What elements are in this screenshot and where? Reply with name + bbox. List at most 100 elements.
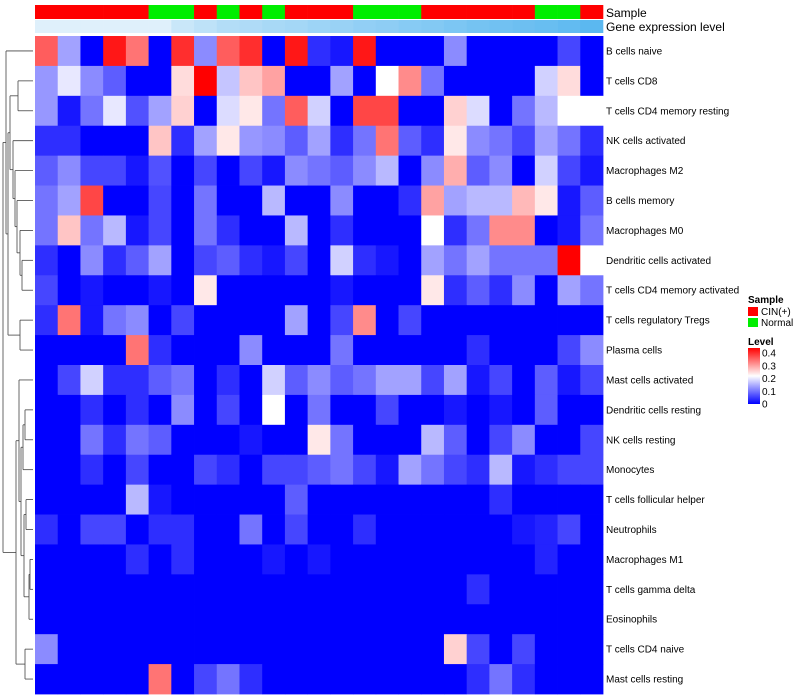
heatmap-cell: [194, 424, 218, 456]
heatmap-cell: [557, 125, 581, 157]
expression-anno-cell: [421, 20, 445, 33]
sample-anno-cell: [580, 5, 604, 19]
heatmap-cell: [443, 185, 468, 216]
heatmap-cell: [239, 275, 263, 306]
heatmap-cell: [375, 574, 399, 605]
heatmap-cell: [466, 634, 490, 665]
heatmap-cell: [125, 454, 149, 486]
heatmap-cell: [307, 65, 331, 97]
heatmap-cell: [35, 305, 59, 336]
heatmap-cell: [375, 125, 399, 157]
heatmap-cell: [375, 454, 399, 486]
heatmap-cell: [466, 574, 490, 605]
heatmap-cell: [57, 394, 81, 426]
heatmap-cell: [330, 245, 354, 276]
heatmap-cell: [80, 185, 104, 216]
heatmap-cell: [353, 574, 377, 605]
row-label: Mast cells resting: [606, 675, 683, 686]
heatmap-cell: [466, 365, 490, 396]
heatmap-cell: [534, 544, 558, 575]
heatmap-cell: [125, 514, 149, 545]
heatmap-cell: [330, 394, 354, 426]
heatmap-cell: [103, 215, 127, 246]
heatmap-cell: [557, 335, 581, 366]
heatmap-cell: [148, 335, 172, 366]
row-label: T cells regulatory Tregs: [606, 316, 710, 327]
heatmap-cell: [534, 365, 558, 396]
heatmap-cell: [262, 36, 286, 67]
row-label: Plasma cells: [606, 346, 662, 357]
heatmap-cell: [239, 125, 263, 157]
heatmap-cell: [239, 36, 263, 67]
heatmap-cell: [216, 424, 240, 456]
heatmap-cell: [580, 394, 604, 426]
heatmap-cell: [353, 394, 377, 426]
heatmap-cell: [421, 245, 445, 276]
heatmap-cell: [330, 664, 354, 695]
expression-anno-cell: [284, 20, 308, 33]
heatmap-cell: [284, 544, 309, 575]
heatmap-cell: [35, 544, 59, 575]
heatmap-cell: [375, 634, 399, 665]
heatmap-cell: [284, 574, 309, 605]
heatmap-cell: [489, 484, 513, 515]
heatmap-cell: [421, 424, 445, 456]
heatmap-cell: [148, 394, 172, 426]
legend: Sample CIN(+)Normal Level 0.40.3 0.2 0.1 0: [748, 295, 793, 411]
heatmap-cell: [512, 574, 536, 605]
heatmap-cell: [443, 424, 468, 456]
legend-swatch: [748, 307, 758, 316]
heatmap-cell: [216, 305, 240, 336]
heatmap-cell: [284, 664, 309, 695]
sample-anno-cell: [421, 5, 445, 19]
heatmap-cell: [35, 394, 59, 426]
heatmap-cell: [330, 484, 354, 515]
heatmap-cell: [239, 454, 263, 486]
heatmap-cell: [489, 424, 513, 456]
sample-anno-cell: [398, 5, 422, 19]
heatmap-cell: [216, 574, 240, 605]
heatmap-cell: [80, 634, 104, 665]
heatmap-cell: [103, 484, 127, 515]
heatmap-cell: [148, 424, 172, 456]
heatmap-cell: [262, 185, 286, 216]
heatmap-cell: [35, 454, 59, 486]
heatmap-cell: [512, 365, 536, 396]
heatmap-cell: [421, 65, 445, 97]
heatmap-cell: [307, 664, 331, 695]
heatmap-cell: [307, 245, 331, 276]
heatmap-cell: [171, 275, 195, 306]
heatmap-cell: [330, 36, 354, 67]
heatmap-cell: [103, 305, 127, 336]
heatmap-cell: [398, 365, 422, 396]
heatmap-cell: [35, 335, 59, 366]
heatmap-cell: [375, 275, 399, 306]
heatmap-cell: [262, 424, 286, 456]
heatmap-cell: [216, 604, 240, 635]
heatmap-cell: [489, 185, 513, 216]
heatmap-cell: [421, 454, 445, 486]
heatmap-cell: [557, 155, 581, 186]
expression-anno-cell: [353, 20, 377, 33]
expression-anno-cell: [262, 20, 286, 33]
legend-entry-label: Normal: [761, 318, 793, 329]
heatmap-cell: [512, 305, 536, 336]
heatmap-cell: [307, 365, 331, 396]
heatmap-cell: [534, 454, 558, 486]
sample-anno-cell: [35, 5, 59, 19]
heatmap-cell: [307, 185, 331, 216]
heatmap-cell: [148, 65, 172, 97]
heatmap-cell: [330, 365, 354, 396]
heatmap-cell: [307, 424, 331, 456]
heatmap-cell: [194, 125, 218, 157]
row-label: T cells CD4 naive: [606, 645, 685, 656]
heatmap-cell: [443, 215, 468, 246]
heatmap-cell: [489, 664, 513, 695]
heatmap-cell: [398, 95, 422, 127]
heatmap-cell: [103, 65, 127, 97]
heatmap-cell: [512, 484, 536, 515]
heatmap-cell: [216, 664, 240, 695]
heatmap-cell: [262, 365, 286, 396]
heatmap-cell: [194, 544, 218, 575]
heatmap-cell: [466, 125, 490, 157]
